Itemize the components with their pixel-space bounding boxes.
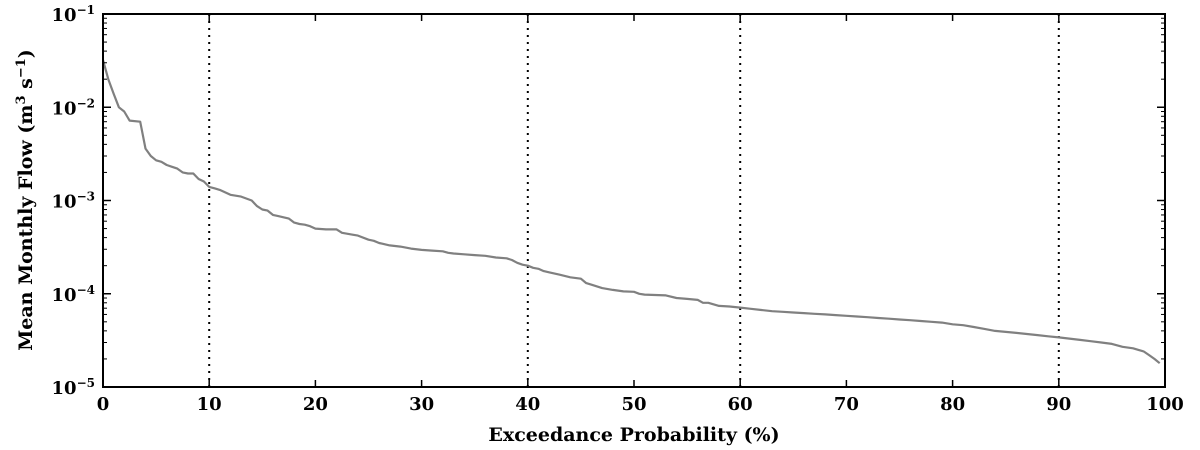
y-axis-title-sup1: 3 (14, 95, 29, 104)
y-tick-label: 10−2 (52, 96, 95, 119)
y-tick-label: 10−5 (52, 376, 95, 399)
x-tick-label: 50 (621, 394, 646, 415)
y-axis-title: Mean Monthly Flow (m3 s−1) (14, 49, 38, 351)
x-tick-label: 60 (728, 394, 753, 415)
x-axis: 0 10 20 30 40 50 60 70 80 90 100 (97, 14, 1184, 415)
y-axis-title-suffix: ) (15, 49, 37, 58)
x-tick-label: 90 (1046, 394, 1071, 415)
x-tick-label: 80 (940, 394, 965, 415)
x-tick-label: 0 (97, 394, 110, 415)
y-axis-title-middle: s (15, 78, 37, 95)
y-tick-label: 10−4 (52, 283, 95, 306)
x-tick-label: 40 (515, 394, 540, 415)
y-tick-label: 10−1 (52, 3, 95, 26)
y-axis-title-prefix: Mean Monthly Flow (m (15, 105, 37, 351)
y-axis-title-sup2: −1 (14, 58, 29, 78)
reference-lines (208, 14, 1060, 387)
y-axis: 10−1 10−2 10−3 10−4 10−5 (52, 3, 1165, 399)
x-tick-label: 10 (197, 394, 222, 415)
series-line-0 (101, 59, 1161, 365)
series-layer (101, 59, 1161, 365)
x-tick-label: 30 (409, 394, 434, 415)
x-tick-label: 20 (303, 394, 328, 415)
y-tick-label: 10−3 (52, 190, 95, 213)
x-axis-title: Exceedance Probability (%) (488, 424, 779, 446)
x-tick-label: 100 (1146, 394, 1184, 415)
x-tick-label: 70 (834, 394, 859, 415)
